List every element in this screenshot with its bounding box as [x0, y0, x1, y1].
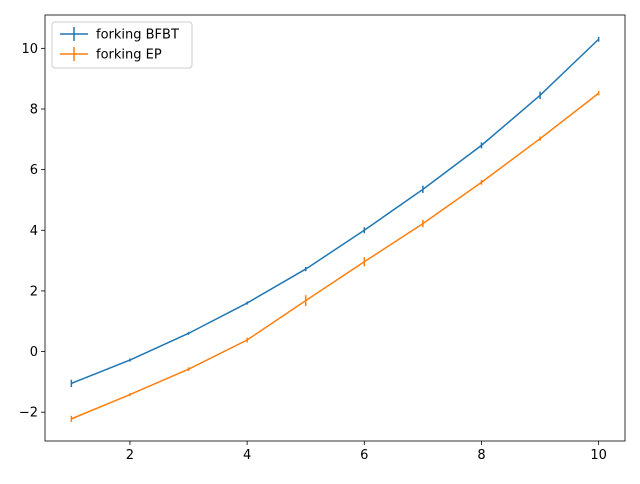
legend-label: forking BFBT	[96, 28, 179, 43]
legend-item-0: forking BFBT	[60, 27, 179, 43]
y-tick-label: 10	[21, 42, 38, 57]
series-0	[70, 36, 600, 388]
legend: forking BFBT forking EP	[51, 21, 193, 69]
x-tick-label: 8	[477, 448, 485, 463]
x-tick-label: 6	[360, 448, 368, 463]
y-tick-label: 6	[30, 163, 38, 178]
x-tick-label: 10	[590, 448, 607, 463]
plot-area	[70, 36, 600, 422]
y-tick-label: 0	[30, 345, 38, 360]
x-axis: 2 4 6 8 10	[126, 441, 607, 463]
series-line	[71, 38, 600, 385]
y-axis: −2 0 2 4 6 8 10	[19, 42, 45, 421]
series-line	[71, 92, 600, 420]
y-tick-label: 2	[30, 284, 38, 299]
legend-label: forking EP	[96, 48, 162, 63]
series-1	[70, 91, 600, 422]
y-tick-label: 4	[30, 224, 38, 239]
y-tick-label: 8	[30, 102, 38, 117]
y-tick-label: −2	[19, 406, 38, 421]
x-tick-label: 2	[126, 448, 134, 463]
x-tick-label: 4	[243, 448, 251, 463]
legend-item-1: forking EP	[60, 47, 162, 63]
axes-frame	[44, 14, 626, 442]
